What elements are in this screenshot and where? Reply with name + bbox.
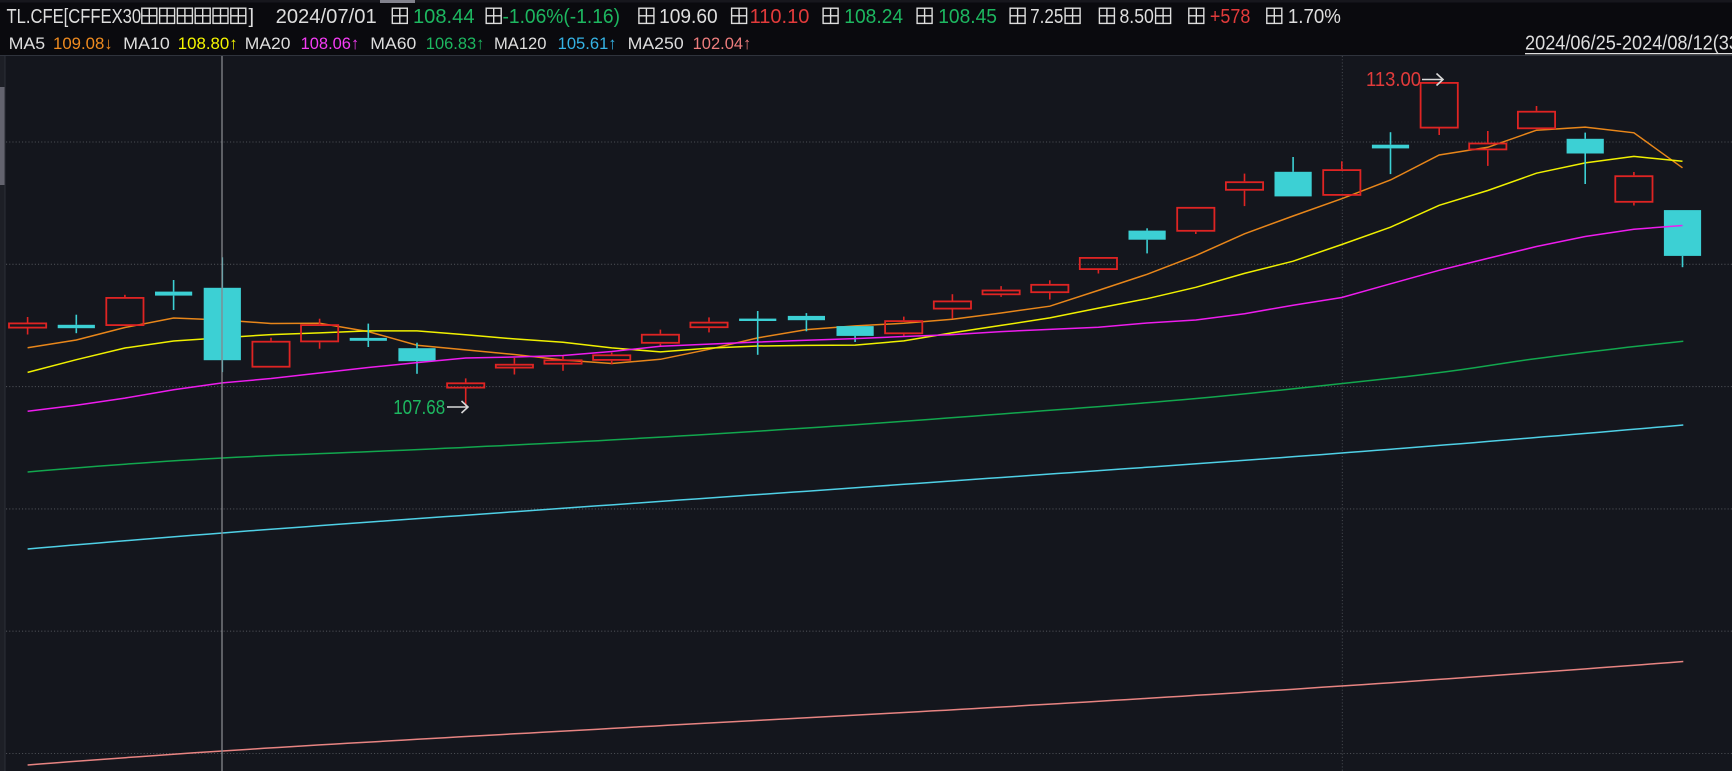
svg-text:108.80↑: 108.80↑ (178, 34, 238, 53)
svg-text:110.10: 110.10 (750, 6, 810, 28)
svg-text:MA20: MA20 (245, 34, 291, 53)
svg-text:105.61↑: 105.61↑ (558, 34, 617, 53)
svg-text:MA250: MA250 (628, 34, 684, 53)
svg-text:109.60: 109.60 (659, 6, 718, 28)
svg-text:TL.CFE[CFFEX30: TL.CFE[CFFEX30 (7, 6, 142, 28)
svg-text:108.45: 108.45 (938, 6, 997, 28)
svg-text:109.08↓: 109.08↓ (53, 34, 113, 53)
svg-text:]: ] (249, 6, 255, 28)
svg-text:102.04↑: 102.04↑ (693, 34, 752, 53)
svg-text:MA60: MA60 (370, 34, 416, 53)
svg-text:108.06↑: 108.06↑ (301, 34, 360, 53)
svg-text:113.00: 113.00 (1366, 69, 1421, 91)
svg-text:MA120: MA120 (494, 34, 547, 53)
svg-text:7.25: 7.25 (1030, 6, 1063, 28)
svg-text:106.83↑: 106.83↑ (426, 34, 485, 53)
svg-text:108.24: 108.24 (844, 6, 903, 28)
svg-text:1.70%: 1.70% (1288, 6, 1341, 28)
svg-text:MA5: MA5 (9, 34, 46, 53)
svg-text:2024/06/25-2024/08/12(33: 2024/06/25-2024/08/12(33 (1525, 33, 1732, 55)
svg-text:8.50: 8.50 (1120, 6, 1154, 28)
svg-text:MA10: MA10 (123, 34, 170, 53)
svg-text:2024/07/01: 2024/07/01 (276, 6, 377, 28)
svg-text:+578: +578 (1210, 6, 1251, 28)
svg-text:107.68: 107.68 (393, 397, 445, 419)
svg-text:-1.06%(-1.16): -1.06%(-1.16) (503, 6, 621, 28)
svg-text:108.44: 108.44 (413, 6, 475, 28)
